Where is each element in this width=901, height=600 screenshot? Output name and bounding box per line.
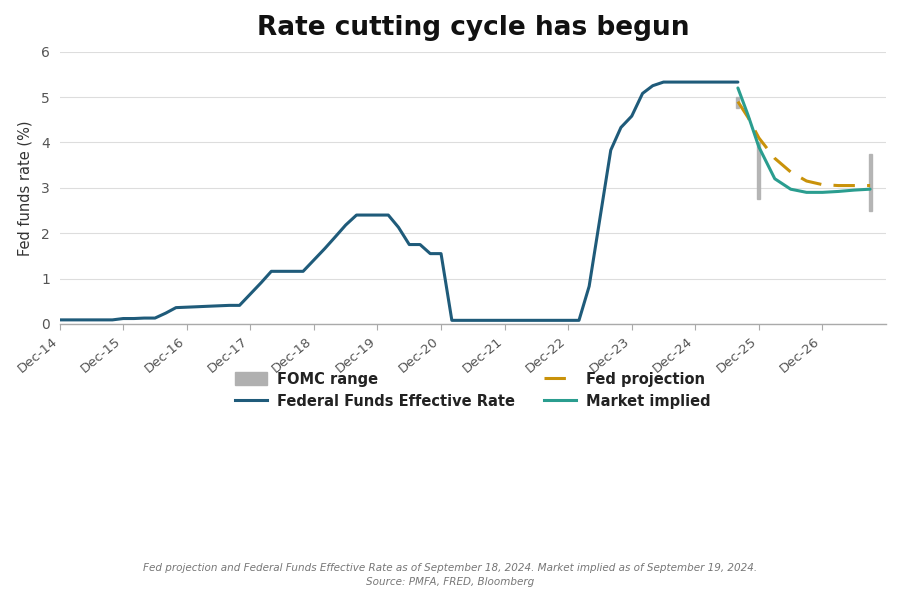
Text: Fed projection and Federal Funds Effective Rate as of September 18, 2024. Market: Fed projection and Federal Funds Effecti… [143, 563, 758, 573]
Legend: FOMC range, Federal Funds Effective Rate, Fed projection, Market implied: FOMC range, Federal Funds Effective Rate… [229, 366, 717, 415]
Y-axis label: Fed funds rate (%): Fed funds rate (%) [18, 120, 32, 256]
FancyArrow shape [757, 142, 760, 199]
Title: Rate cutting cycle has begun: Rate cutting cycle has begun [257, 15, 689, 41]
FancyArrow shape [869, 154, 871, 211]
Text: Source: PMFA, FRED, Bloomberg: Source: PMFA, FRED, Bloomberg [367, 577, 534, 587]
FancyArrow shape [736, 97, 740, 109]
